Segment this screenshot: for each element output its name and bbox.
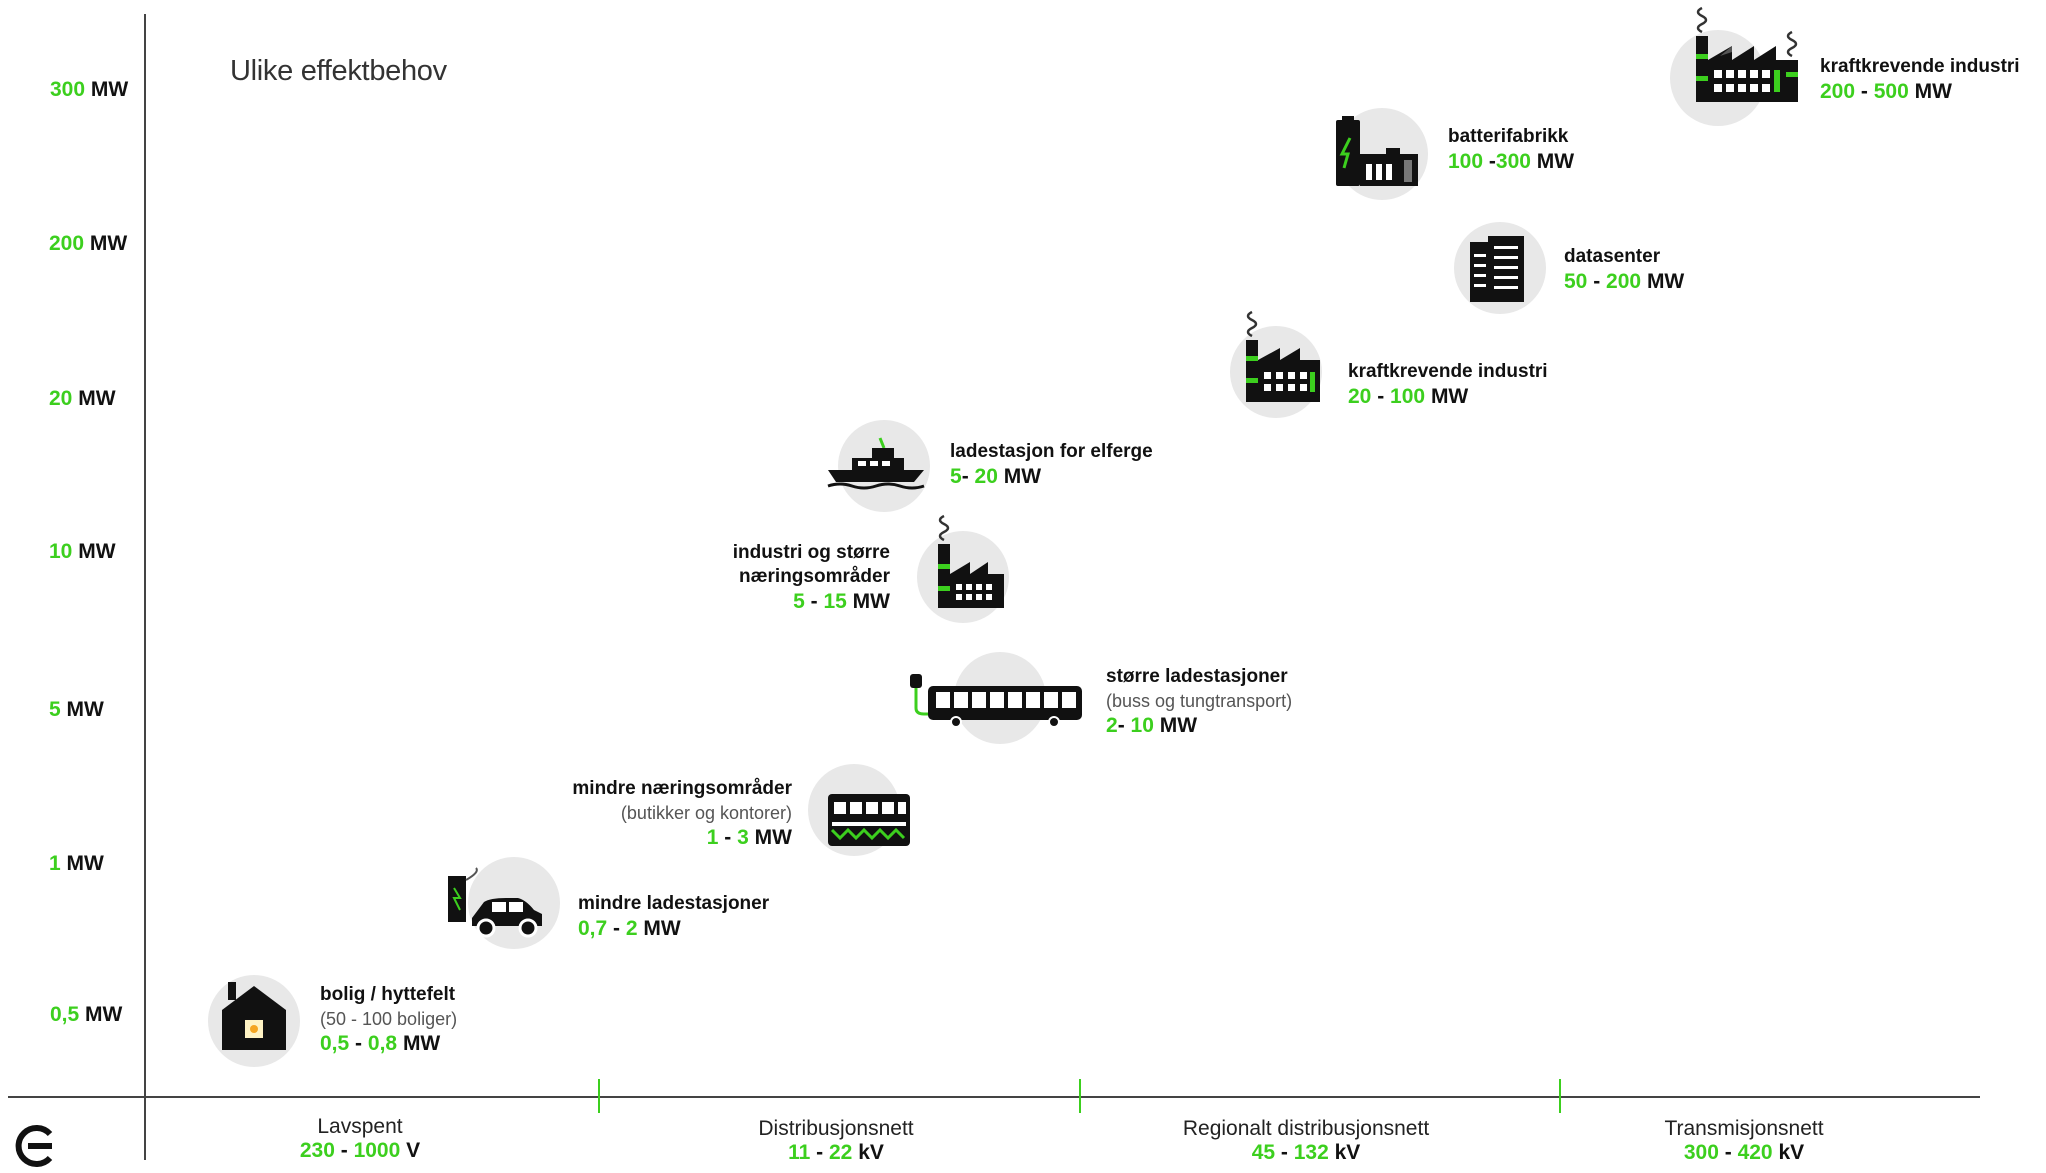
y-label-1: 1 MW (49, 852, 104, 875)
elferge-label: ladestasjon for elferge 5- 20 MW (950, 441, 1153, 488)
industri-storre-label: industri og større næringsområder 5 - 15… (732, 542, 890, 613)
storre-ladestasjoner-label: større ladestasjoner (buss og tungtransp… (1106, 666, 1293, 737)
x-tick-1 (598, 1079, 600, 1113)
bolig-label: bolig / hyttefelt (50 - 100 boliger) 0,5… (320, 984, 458, 1055)
battery-factory-icon (1334, 114, 1420, 193)
x-segment-transmisjonsnett: Transmisjonsnett 300 - 420 kV (1664, 1117, 1824, 1164)
y-label-0-5: 0,5 MW (50, 1003, 123, 1026)
datasenter-label: datasenter 50 - 200 MW (1564, 246, 1685, 293)
mindre-ladestasjoner-label: mindre ladestasjoner 0,7 - 2 MW (578, 893, 770, 940)
y-label-10: 10 MW (49, 540, 116, 563)
y-label-300: 300 MW (50, 78, 129, 101)
x-segment-lavspent: Lavspent 230 - 1000 V (299, 1115, 421, 1162)
mindre-naering-label: mindre næringsområder (butikker og konto… (572, 778, 792, 849)
x-tick-2 (1079, 1079, 1081, 1113)
x-tick-3 (1559, 1079, 1561, 1113)
ev-charger-car-icon (446, 867, 546, 943)
brand-logo-icon (12, 1124, 56, 1173)
kraft-top-label: kraftkrevende industri 200 - 500 MW (1820, 56, 2020, 103)
y-label-5: 5 MW (49, 698, 104, 721)
house-icon (214, 980, 294, 1057)
batterifabrikk-label: batterifabrikk 100 -300 MW (1448, 126, 1575, 173)
factory-icon (930, 514, 1006, 617)
factory-large-icon (1684, 6, 1804, 111)
kraft-mid-label: kraftkrevende industri 20 - 100 MW (1348, 361, 1548, 408)
x-axis-line (8, 1096, 1980, 1098)
y-axis-line (144, 14, 146, 1160)
shop-icon (826, 790, 912, 853)
factory-icon (1236, 310, 1322, 411)
y-label-200: 200 MW (49, 232, 128, 255)
diagram-title: Ulike effektbehov (230, 55, 447, 87)
x-segment-regionalt: Regionalt distribusjonsnett 45 - 132 kV (1182, 1117, 1430, 1164)
x-segment-distribusjonsnett: Distribusjonsnett 11 - 22 kV (758, 1117, 914, 1164)
datacenter-icon (1468, 234, 1528, 309)
bus-charger-icon (908, 672, 1084, 733)
ferry-icon (826, 434, 926, 495)
y-label-20: 20 MW (49, 387, 116, 410)
